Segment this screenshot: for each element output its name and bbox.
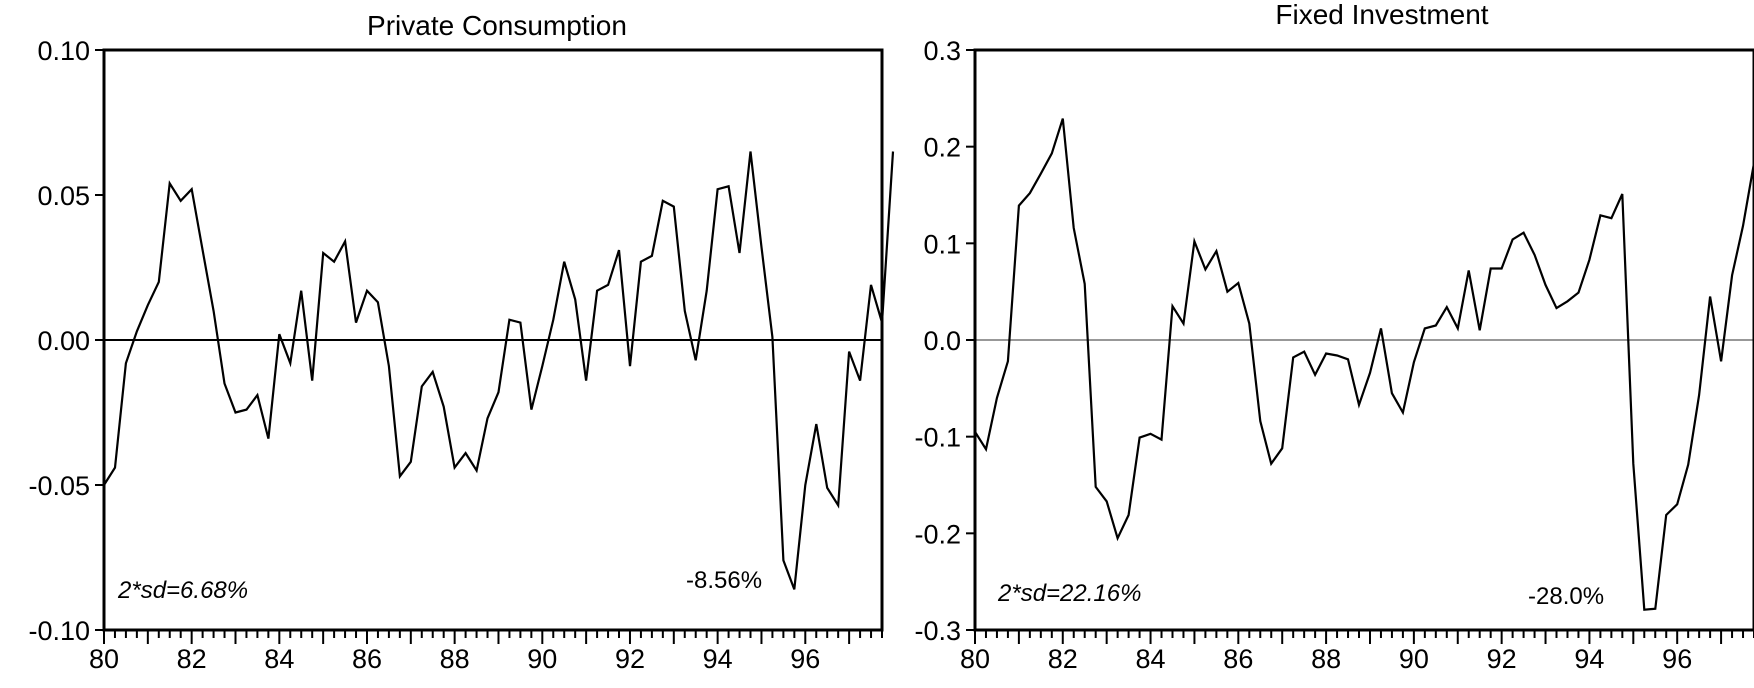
x-tick-label: 92 — [1487, 644, 1517, 674]
x-tick-label: 94 — [703, 644, 733, 674]
x-tick-label: 96 — [1662, 644, 1692, 674]
x-tick-label: 88 — [1311, 644, 1341, 674]
x-tick-label: 88 — [440, 644, 470, 674]
series-line — [103, 151, 895, 590]
y-axis: -0.10 -0.05 0.00 0.05 0.10 — [28, 36, 104, 646]
x-tick-label: 82 — [177, 644, 207, 674]
y-tick-label: -0.10 — [28, 616, 90, 646]
x-tick-label: 86 — [1223, 644, 1253, 674]
x-tick-label: 82 — [1048, 644, 1078, 674]
x-tick-label: 94 — [1574, 644, 1604, 674]
series-line — [974, 118, 1754, 611]
plot-frame — [973, 48, 1754, 632]
x-tick-label: 92 — [615, 644, 645, 674]
y-tick-label: -0.1 — [914, 423, 961, 453]
y-tick-label: 0.0 — [923, 326, 961, 356]
chart-title: Fixed Investment — [1275, 0, 1488, 30]
x-tick-label: 90 — [527, 644, 557, 674]
y-tick-label: 0.2 — [923, 133, 961, 163]
x-tick-label: 84 — [264, 644, 294, 674]
x-tick-label: 80 — [89, 644, 119, 674]
sd-annotation: 2*sd=6.68% — [117, 577, 248, 604]
y-tick-label: -0.05 — [28, 471, 90, 501]
plot-frame — [102, 48, 884, 632]
y-tick-label: 0.00 — [37, 326, 90, 356]
y-tick-label: 0.10 — [37, 36, 90, 66]
chart-fixed-investment: Fixed Investment -0.3 -0.2 -0.1 0.0 0.1 0.2 0.… — [914, 0, 1754, 674]
chart-private-consumption: Private Consumption -0.10 -0.05 0.00 0.05 0.… — [28, 10, 895, 674]
x-tick-label: 96 — [790, 644, 820, 674]
x-tick-label: 86 — [352, 644, 382, 674]
sd-annotation: 2*sd=22.16% — [997, 580, 1141, 607]
y-tick-label: -0.2 — [914, 519, 961, 549]
chart-title: Private Consumption — [367, 10, 627, 41]
min-annotation: -8.56% — [686, 567, 762, 594]
x-tick-label: 84 — [1136, 644, 1166, 674]
x-axis: 80 82 84 86 88 90 92 94 96 — [89, 630, 883, 674]
min-annotation: -28.0% — [1528, 583, 1604, 610]
y-axis: -0.3 -0.2 -0.1 0.0 0.1 0.2 0.3 — [914, 36, 975, 646]
x-tick-label: 90 — [1399, 644, 1429, 674]
y-tick-label: 0.05 — [37, 181, 90, 211]
x-tick-label: 80 — [960, 644, 990, 674]
y-tick-label: -0.3 — [914, 616, 961, 646]
y-tick-label: 0.3 — [923, 36, 961, 66]
y-tick-label: 0.1 — [923, 229, 961, 259]
x-axis: 80 82 84 86 88 90 92 94 96 — [960, 630, 1754, 674]
